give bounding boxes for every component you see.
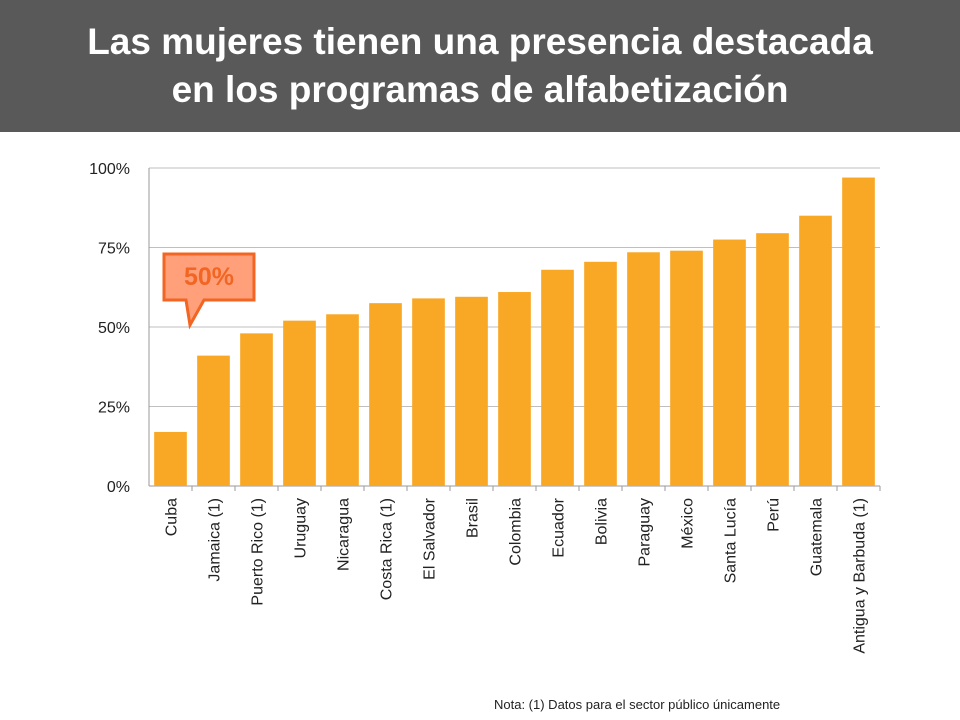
x-tick-label: Puerto Rico (1) bbox=[250, 498, 267, 606]
annotation-callout bbox=[162, 252, 256, 330]
bar bbox=[799, 215, 832, 486]
x-tick-label: Ecuador bbox=[551, 497, 568, 557]
page-title-line-2: en los programas de alfabetización bbox=[171, 69, 789, 110]
bar bbox=[584, 261, 617, 486]
y-tick-label: 75% bbox=[98, 241, 130, 258]
bar bbox=[541, 269, 574, 486]
page-title: Las mujeres tienen una presencia destaca… bbox=[0, 18, 960, 114]
y-tick-label: 50% bbox=[98, 320, 130, 337]
y-tick-label: 0% bbox=[107, 479, 130, 496]
x-tick-label: Santa Lucía bbox=[723, 498, 740, 584]
bar bbox=[412, 298, 445, 486]
x-tick-label: Uruguay bbox=[293, 498, 310, 558]
bar bbox=[498, 292, 531, 486]
x-tick-label: Antigua y Barbuda (1) bbox=[852, 498, 869, 654]
x-tick-label: Brasil bbox=[465, 498, 482, 538]
annotation-label: 50% bbox=[184, 263, 234, 291]
bar bbox=[240, 333, 273, 486]
x-tick-label: Colombia bbox=[508, 498, 525, 566]
page-title-line-1: Las mujeres tienen una presencia destaca… bbox=[87, 21, 873, 62]
x-tick-label: Costa Rica (1) bbox=[379, 498, 396, 600]
footnote: Nota: (1) Datos para el sector público ú… bbox=[494, 697, 781, 712]
bar bbox=[713, 239, 746, 486]
x-tick-label: El Salvador bbox=[422, 497, 439, 579]
x-tick-label: Cuba bbox=[164, 498, 181, 536]
x-tick-label: México bbox=[680, 498, 697, 549]
bar bbox=[627, 252, 660, 486]
bar bbox=[369, 303, 402, 486]
y-tick-label: 100% bbox=[89, 161, 130, 178]
x-tick-label: Bolivia bbox=[594, 498, 611, 545]
x-tick-label: Paraguay bbox=[637, 498, 654, 567]
bar bbox=[670, 250, 703, 486]
bar bbox=[326, 314, 359, 486]
bar bbox=[154, 431, 187, 486]
bar-chart: 0% 25% 50% 75% 100% Cuba Jamaica (1) Puerto Ric… bbox=[89, 161, 881, 654]
bar bbox=[455, 296, 488, 486]
x-tick-label: Guatemala bbox=[809, 498, 826, 576]
bar bbox=[842, 177, 875, 486]
x-tick-label: Perú bbox=[766, 498, 783, 532]
title-banner: Las mujeres tienen una presencia destaca… bbox=[0, 0, 960, 132]
bar bbox=[197, 355, 230, 486]
y-tick-label: 25% bbox=[98, 400, 130, 417]
x-tick-label: Nicaragua bbox=[336, 498, 353, 571]
x-tick-label: Jamaica (1) bbox=[207, 498, 224, 582]
bar bbox=[756, 233, 789, 486]
bar bbox=[283, 320, 316, 486]
